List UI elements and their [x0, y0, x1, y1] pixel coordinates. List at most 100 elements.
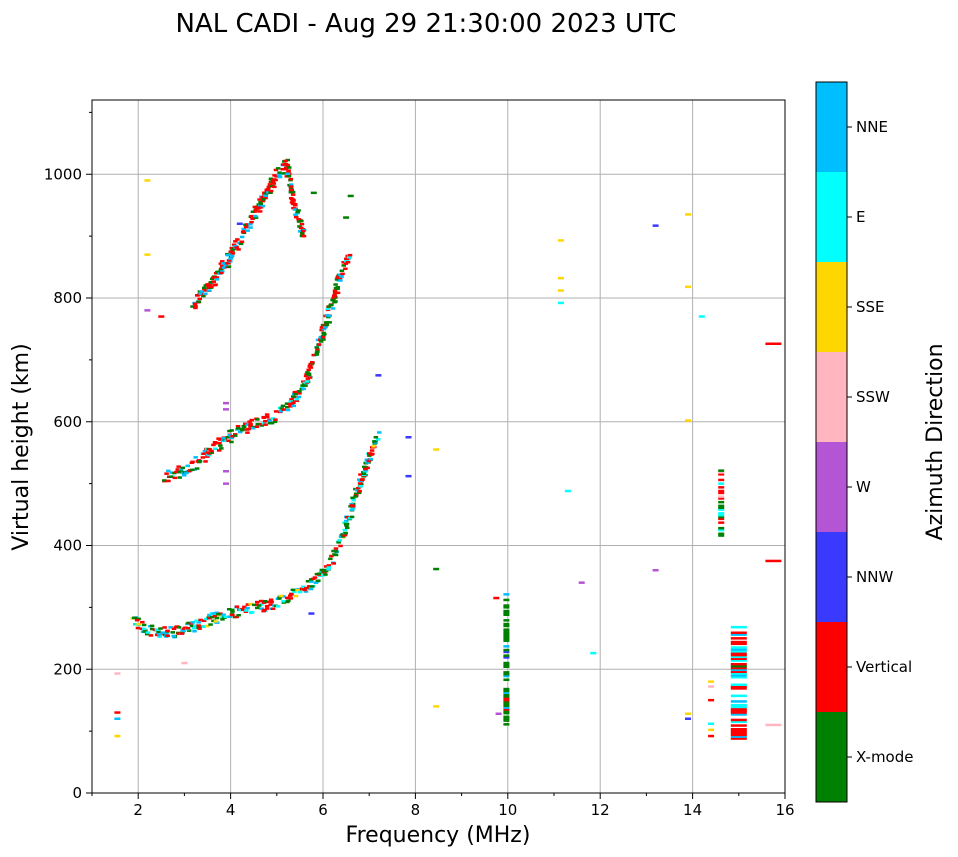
echo-point: [184, 471, 189, 475]
echo-point: [503, 624, 510, 628]
echo-point: [270, 607, 276, 610]
echo-point: [327, 321, 332, 324]
echo-point: [221, 436, 226, 440]
echo-point: [277, 175, 283, 179]
echo-point: [296, 209, 301, 212]
echo-point: [169, 471, 174, 474]
echo-point: [318, 570, 324, 574]
echo-point: [329, 554, 334, 558]
echo-point: [351, 505, 356, 508]
echo-point: [503, 635, 510, 639]
echo-point: [226, 265, 232, 268]
echo-point: [236, 427, 241, 430]
echo-point: [286, 175, 292, 178]
echo-point: [342, 528, 348, 532]
echo-point: [144, 309, 151, 312]
echo-point: [730, 703, 747, 707]
echo-point: [139, 627, 145, 630]
echo-point: [297, 390, 302, 393]
echo-point: [718, 512, 725, 515]
colorbar-tick-label: Vertical: [856, 658, 912, 676]
echo-point: [192, 630, 197, 633]
echo-point: [339, 275, 344, 278]
echo-point: [203, 460, 208, 463]
echo-point: [335, 287, 340, 291]
echo-point: [311, 577, 316, 581]
echo-point: [310, 191, 317, 195]
echo-point: [290, 190, 296, 194]
echo-point: [207, 613, 212, 617]
echo-point: [297, 392, 302, 395]
echo-point: [299, 587, 305, 590]
echo-point: [223, 482, 229, 485]
echo-point: [269, 600, 274, 604]
echo-point: [319, 328, 324, 332]
echo-point: [214, 611, 219, 614]
echo-point: [349, 515, 355, 519]
echo-point: [344, 524, 349, 527]
echo-point: [324, 314, 330, 317]
echo-point: [288, 597, 294, 600]
echo-point: [250, 427, 256, 430]
echo-point: [208, 281, 214, 284]
echo-point: [162, 633, 168, 637]
echo-point: [280, 404, 286, 408]
echo-point: [189, 461, 195, 464]
echo-point: [718, 534, 725, 537]
echo-point: [195, 294, 200, 297]
echo-point: [264, 413, 270, 416]
echo-point: [347, 517, 353, 520]
echo-point: [344, 258, 349, 262]
echo-point: [353, 495, 358, 498]
colorbar-tick-label: NNW: [856, 568, 893, 586]
echo-point: [730, 718, 747, 722]
echo-point: [315, 348, 320, 351]
echo-point: [180, 466, 185, 470]
echo-point: [730, 625, 747, 629]
plot-frame: [91, 99, 786, 794]
echo-point: [365, 461, 370, 464]
echo-point: [503, 702, 510, 706]
echo-point: [503, 674, 510, 678]
echo-point: [292, 590, 297, 594]
colorbar-segment: [816, 262, 847, 352]
echo-point: [503, 687, 510, 691]
echo-point: [156, 630, 161, 633]
echo-point: [293, 203, 298, 206]
echo-point: [730, 659, 747, 662]
echo-point: [303, 384, 308, 387]
echo-point: [185, 464, 190, 468]
echo-point: [730, 707, 747, 711]
echo-point: [358, 485, 363, 488]
colorbar-segment: [816, 442, 847, 532]
echo-point: [730, 664, 747, 668]
echo-point: [249, 418, 254, 422]
echo-point: [278, 594, 284, 598]
echo-point: [227, 615, 233, 618]
echo-point: [176, 632, 181, 635]
echo-point: [332, 300, 337, 304]
colorbar-tick-label: W: [856, 478, 871, 496]
echo-point: [376, 438, 381, 441]
echo-point: [304, 380, 310, 383]
echo-point: [310, 585, 315, 588]
echo-point: [503, 698, 510, 702]
echo-point: [333, 550, 339, 553]
echo-point: [186, 621, 191, 625]
echo-point: [213, 447, 218, 451]
echo-point: [730, 668, 747, 672]
echo-point: [214, 276, 220, 279]
echo-point: [220, 270, 225, 273]
echo-point: [230, 613, 235, 617]
echo-point: [730, 642, 747, 646]
echo-point: [347, 255, 353, 258]
echo-point: [154, 628, 160, 631]
echo-point: [343, 531, 348, 535]
echo-point: [708, 722, 715, 725]
echo-point: [246, 427, 251, 431]
echo-point: [136, 617, 141, 621]
echo-point: [288, 188, 294, 192]
echo-point: [363, 467, 368, 471]
echo-point: [564, 489, 571, 493]
echo-point: [223, 408, 229, 411]
